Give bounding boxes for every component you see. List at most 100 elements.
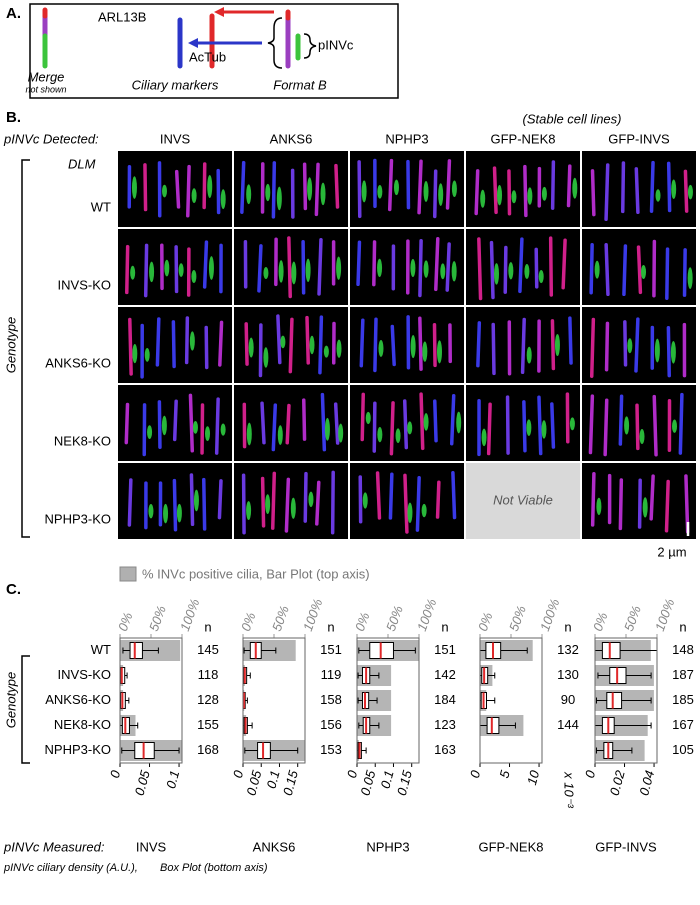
cilium (388, 472, 394, 520)
pinvc-signal (246, 422, 252, 446)
pinvc-signal (130, 265, 136, 280)
top-tick-label: 50% (383, 604, 406, 634)
pinvc-signal (481, 428, 487, 447)
micrograph (582, 151, 696, 227)
pinvc-signal (132, 344, 138, 364)
cilium (333, 402, 340, 445)
pinvc-signal (193, 489, 199, 512)
pinvc-signal (423, 181, 429, 202)
n-value: 144 (557, 717, 579, 732)
column-header: GFP-INVS (608, 131, 670, 146)
not-shown-label: not shown (25, 84, 66, 94)
cilium (202, 162, 207, 210)
n-value: 155 (197, 717, 219, 732)
pinvc-signal (189, 331, 195, 351)
top-tick-label: 50% (506, 604, 529, 634)
pinvc-signal (438, 183, 444, 206)
cilium (315, 480, 321, 526)
cilium (314, 162, 320, 217)
cilium (418, 316, 423, 371)
genotype-bracket (21, 655, 30, 764)
bottom-tick-label: 0.1 (163, 769, 182, 790)
cilium (284, 477, 291, 533)
cilium (634, 167, 640, 215)
cilium (520, 317, 526, 375)
pinvc-signal (161, 415, 167, 436)
cilium (604, 163, 610, 222)
bottom-tick-label: 0.1 (264, 769, 283, 790)
cilium (445, 159, 452, 210)
box (486, 717, 500, 734)
pinvc-signal (456, 411, 462, 434)
cilium (445, 242, 451, 292)
top-tick-label: 0% (590, 610, 611, 633)
chart-name: NPHP3 (366, 839, 409, 854)
pinvc-signal (336, 256, 342, 280)
bottom-tick-label: 0.05 (132, 768, 153, 797)
pinvc-signal (246, 184, 252, 205)
top-tick-label: 50% (621, 604, 644, 634)
cilium (276, 314, 282, 365)
chart-name: ANKS6 (253, 839, 296, 854)
measured-label: pINVc Measured: (3, 839, 105, 854)
brace-left (267, 17, 283, 69)
micrograph (466, 151, 580, 227)
cilium (390, 324, 396, 367)
cilium (548, 236, 554, 297)
column-header: ANKS6 (270, 131, 313, 146)
blue-arrow-head (188, 38, 198, 48)
cilium (649, 474, 655, 521)
n-value: 142 (434, 667, 456, 682)
pinvc-signal (494, 263, 500, 285)
cilium (186, 164, 191, 218)
cilium (356, 240, 362, 287)
pinvc-signal (265, 183, 271, 202)
merge-label: Merge (28, 69, 65, 84)
pinvc-signal (323, 345, 329, 358)
cilium (188, 393, 195, 453)
pinvc-signal (377, 427, 383, 443)
legend-label: % INVc positive cilia, Bar Plot (top axi… (142, 566, 370, 581)
cilium (561, 238, 567, 290)
cilium (271, 161, 277, 219)
cilium (285, 403, 291, 445)
n-header: n (679, 619, 686, 634)
pinvc-signal (569, 417, 575, 431)
pinvc-signal (451, 261, 457, 282)
pinvc-label: pINVc (318, 37, 354, 52)
cilium (418, 238, 423, 298)
top-tick-label: 0% (115, 610, 136, 633)
cilium (157, 400, 162, 450)
pinvc-signal (642, 497, 648, 518)
cilium (372, 401, 377, 453)
top-tick-label: 0% (352, 610, 373, 633)
n-value: 185 (672, 692, 694, 707)
bottom-tick-label: 0 (467, 768, 484, 780)
pinvc-signal (290, 497, 296, 519)
pinvc-signal (205, 426, 211, 441)
pinvc-signal (395, 428, 401, 444)
pinvc-signal (147, 425, 153, 440)
cilium (682, 248, 687, 297)
bottom-tick-label: 0 (344, 768, 361, 780)
pinvc-signal (276, 186, 282, 211)
bottom-tick-label: 0.15 (280, 768, 301, 797)
cilium (270, 471, 277, 530)
cilium (143, 243, 149, 298)
cilium (302, 162, 308, 211)
cilium (403, 473, 409, 534)
cilium (301, 239, 306, 295)
cilium (451, 470, 457, 520)
pinvc-signal (191, 188, 197, 204)
panel-label: C. (6, 581, 21, 598)
pinvc-signal (278, 260, 284, 283)
n-value: 105 (672, 742, 694, 757)
pinvc-signal (308, 491, 314, 508)
pinvc-signal (163, 503, 169, 524)
not-viable-label: Not Viable (493, 492, 553, 507)
row-label: ANKS6-KO (45, 355, 111, 370)
cilium (271, 403, 278, 452)
pinvc-signal (176, 503, 182, 523)
micrograph (118, 151, 232, 227)
